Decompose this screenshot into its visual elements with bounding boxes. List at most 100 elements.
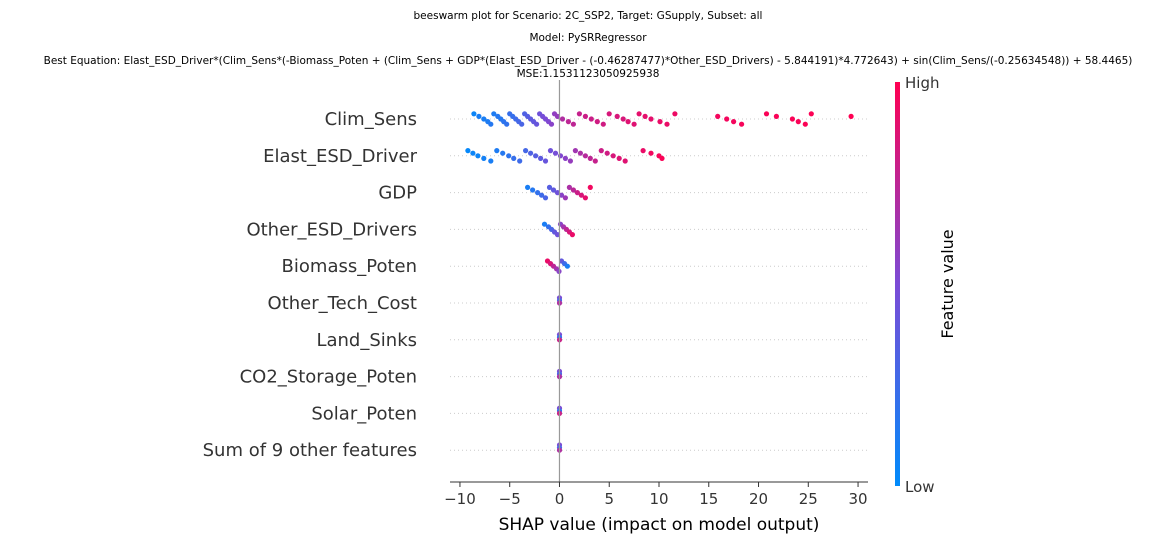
shap-point (587, 155, 593, 161)
shap-point (582, 153, 589, 159)
shap-point (491, 111, 497, 117)
shap-point (567, 158, 574, 164)
shap-point (535, 190, 541, 196)
shap-point (659, 155, 665, 161)
shap-point (606, 111, 612, 117)
shap-point (604, 150, 610, 156)
shap-point (582, 195, 589, 201)
shap-point (547, 148, 554, 154)
colorbar-low-label: Low (905, 478, 935, 496)
shap-point (525, 184, 531, 190)
shap-point (565, 119, 572, 125)
shap-point (519, 121, 525, 127)
shap-point (808, 111, 814, 117)
shap-point (582, 113, 589, 119)
shap-point (763, 111, 770, 117)
shap-point (731, 119, 737, 125)
x-tick-label: 15 (699, 490, 718, 508)
beeswarm-points (465, 111, 854, 453)
shap-point (664, 121, 670, 127)
shap-point (802, 121, 808, 127)
shap-point (600, 121, 606, 127)
shap-point (587, 184, 593, 190)
shap-point (550, 187, 557, 193)
shap-point (554, 232, 561, 238)
x-tick-label: 20 (749, 490, 768, 508)
shap-point (572, 148, 579, 154)
shap-point (488, 121, 494, 127)
shap-point (640, 148, 646, 154)
shap-point (739, 121, 745, 127)
shap-point (558, 192, 565, 198)
shap-point (481, 155, 487, 161)
shap-point (504, 121, 510, 127)
shap-point (465, 148, 471, 154)
shap-point (541, 221, 548, 227)
shap-point (616, 155, 622, 161)
feature-label: GDP (378, 183, 417, 204)
feature-label: Biomass_Poten (282, 256, 417, 277)
shap-point (614, 113, 620, 119)
shap-point (588, 116, 594, 122)
shap-point (476, 113, 482, 119)
colorbar: High Low Feature value (895, 74, 957, 496)
shap-point (773, 113, 780, 119)
shap-point (570, 187, 577, 193)
feature-label: Elast_ESD_Driver (263, 146, 417, 167)
shap-point (620, 116, 626, 122)
x-tick-label: −10 (444, 490, 476, 508)
shap-point (523, 148, 529, 154)
shap-point (554, 113, 561, 119)
shap-point (789, 116, 796, 122)
feature-label: Solar_Poten (311, 403, 417, 424)
x-tick-label: 0 (555, 490, 565, 508)
feature-label: Other_ESD_Drivers (246, 219, 417, 240)
shap-point (559, 116, 566, 122)
shap-point (672, 111, 678, 117)
feature-label: CO2_Storage_Poten (240, 367, 417, 388)
shap-point (592, 158, 598, 164)
shap-point (724, 116, 730, 122)
shap-point (576, 111, 583, 117)
shap-point (625, 119, 631, 125)
shap-point (548, 121, 555, 127)
shap-point (475, 153, 481, 159)
shap-point (470, 150, 476, 156)
shap-point (506, 153, 512, 159)
shap-point (538, 155, 544, 161)
colorbar-gradient (895, 82, 900, 486)
shap-point (533, 153, 539, 159)
shap-point (562, 195, 569, 201)
shap-point (598, 148, 604, 154)
shap-point (795, 119, 801, 125)
x-tick-label: 10 (649, 490, 668, 508)
shap-point (648, 116, 654, 122)
shap-point (570, 121, 577, 127)
shap-point (500, 150, 506, 156)
shap-point (488, 158, 494, 164)
chart-title: beeswarm plot for Scenario: 2C_SSP2, Tar… (414, 10, 763, 22)
chart-mse-line: MSE:1.1531123050925938 (517, 68, 660, 80)
shap-point (552, 150, 559, 156)
shap-point (574, 190, 581, 196)
shap-point (530, 187, 536, 193)
colorbar-title: Feature value (938, 229, 957, 338)
shap-point (657, 119, 663, 125)
x-tick-label: −5 (499, 490, 521, 508)
shap-point (557, 153, 564, 159)
feature-rows: Clim_Sens Elast_ESD_Driver GDP Other_ESD_Dr… (203, 109, 868, 461)
shap-point (528, 150, 534, 156)
shap-point (610, 153, 616, 159)
shap-point (511, 155, 517, 161)
shap-point (542, 158, 549, 164)
x-tick-label: 30 (849, 490, 868, 508)
shap-point (494, 148, 500, 154)
colorbar-high-label: High (905, 74, 939, 92)
shap-point (546, 184, 553, 190)
shap-point (564, 263, 571, 269)
shap-point (539, 192, 545, 198)
shap-point (542, 195, 549, 201)
shap-point (715, 113, 721, 119)
shap-point (631, 121, 637, 127)
